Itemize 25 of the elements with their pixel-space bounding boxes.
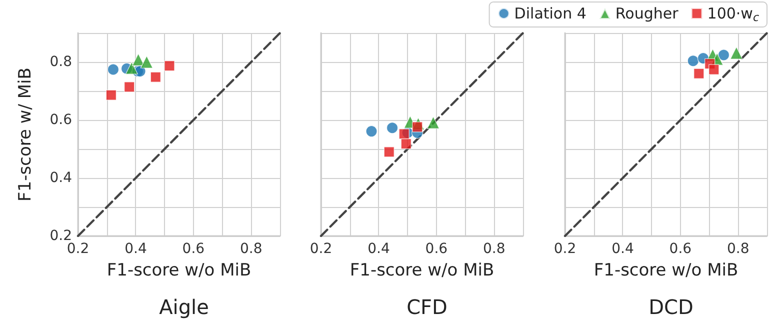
x-tick-label: 0.8	[483, 241, 506, 257]
x-tick-label: 0.6	[425, 241, 448, 257]
text: CFD	[406, 295, 448, 319]
x-axis-title: F1-score w/o MiB	[594, 260, 738, 280]
y-tick-label: 0.4	[50, 170, 72, 186]
x-tick-label: 0.4	[124, 241, 147, 257]
y-tick-label: 0.2	[50, 228, 72, 244]
y-tick-label: 0.6	[50, 112, 72, 128]
y-axis-title: F1-score w/ MiB	[16, 68, 36, 202]
legend-label: Dilation 4	[514, 4, 586, 22]
x-tick-label: 0.6	[669, 241, 692, 257]
x-tick-label: 0.6	[182, 241, 205, 257]
x-tick-label: 0.4	[368, 241, 390, 257]
x-tick-label: 0.2	[310, 241, 332, 257]
x-tick-label: 0.2	[554, 241, 576, 257]
y-tick-label: 0.8	[50, 54, 72, 70]
x-axis-title: F1-score w/o MiB	[106, 260, 252, 280]
legend-label: Rougher	[615, 4, 680, 22]
text: Aigle	[159, 295, 209, 319]
text: DCD	[648, 295, 694, 319]
x-tick-label: 0.8	[727, 241, 750, 257]
x-tick-label: 0.2	[66, 241, 90, 257]
x-tick-label: 0.4	[612, 241, 634, 257]
x-tick-label: 0.8	[240, 241, 262, 257]
x-axis-title: F1-score w/o MiB	[350, 260, 494, 280]
